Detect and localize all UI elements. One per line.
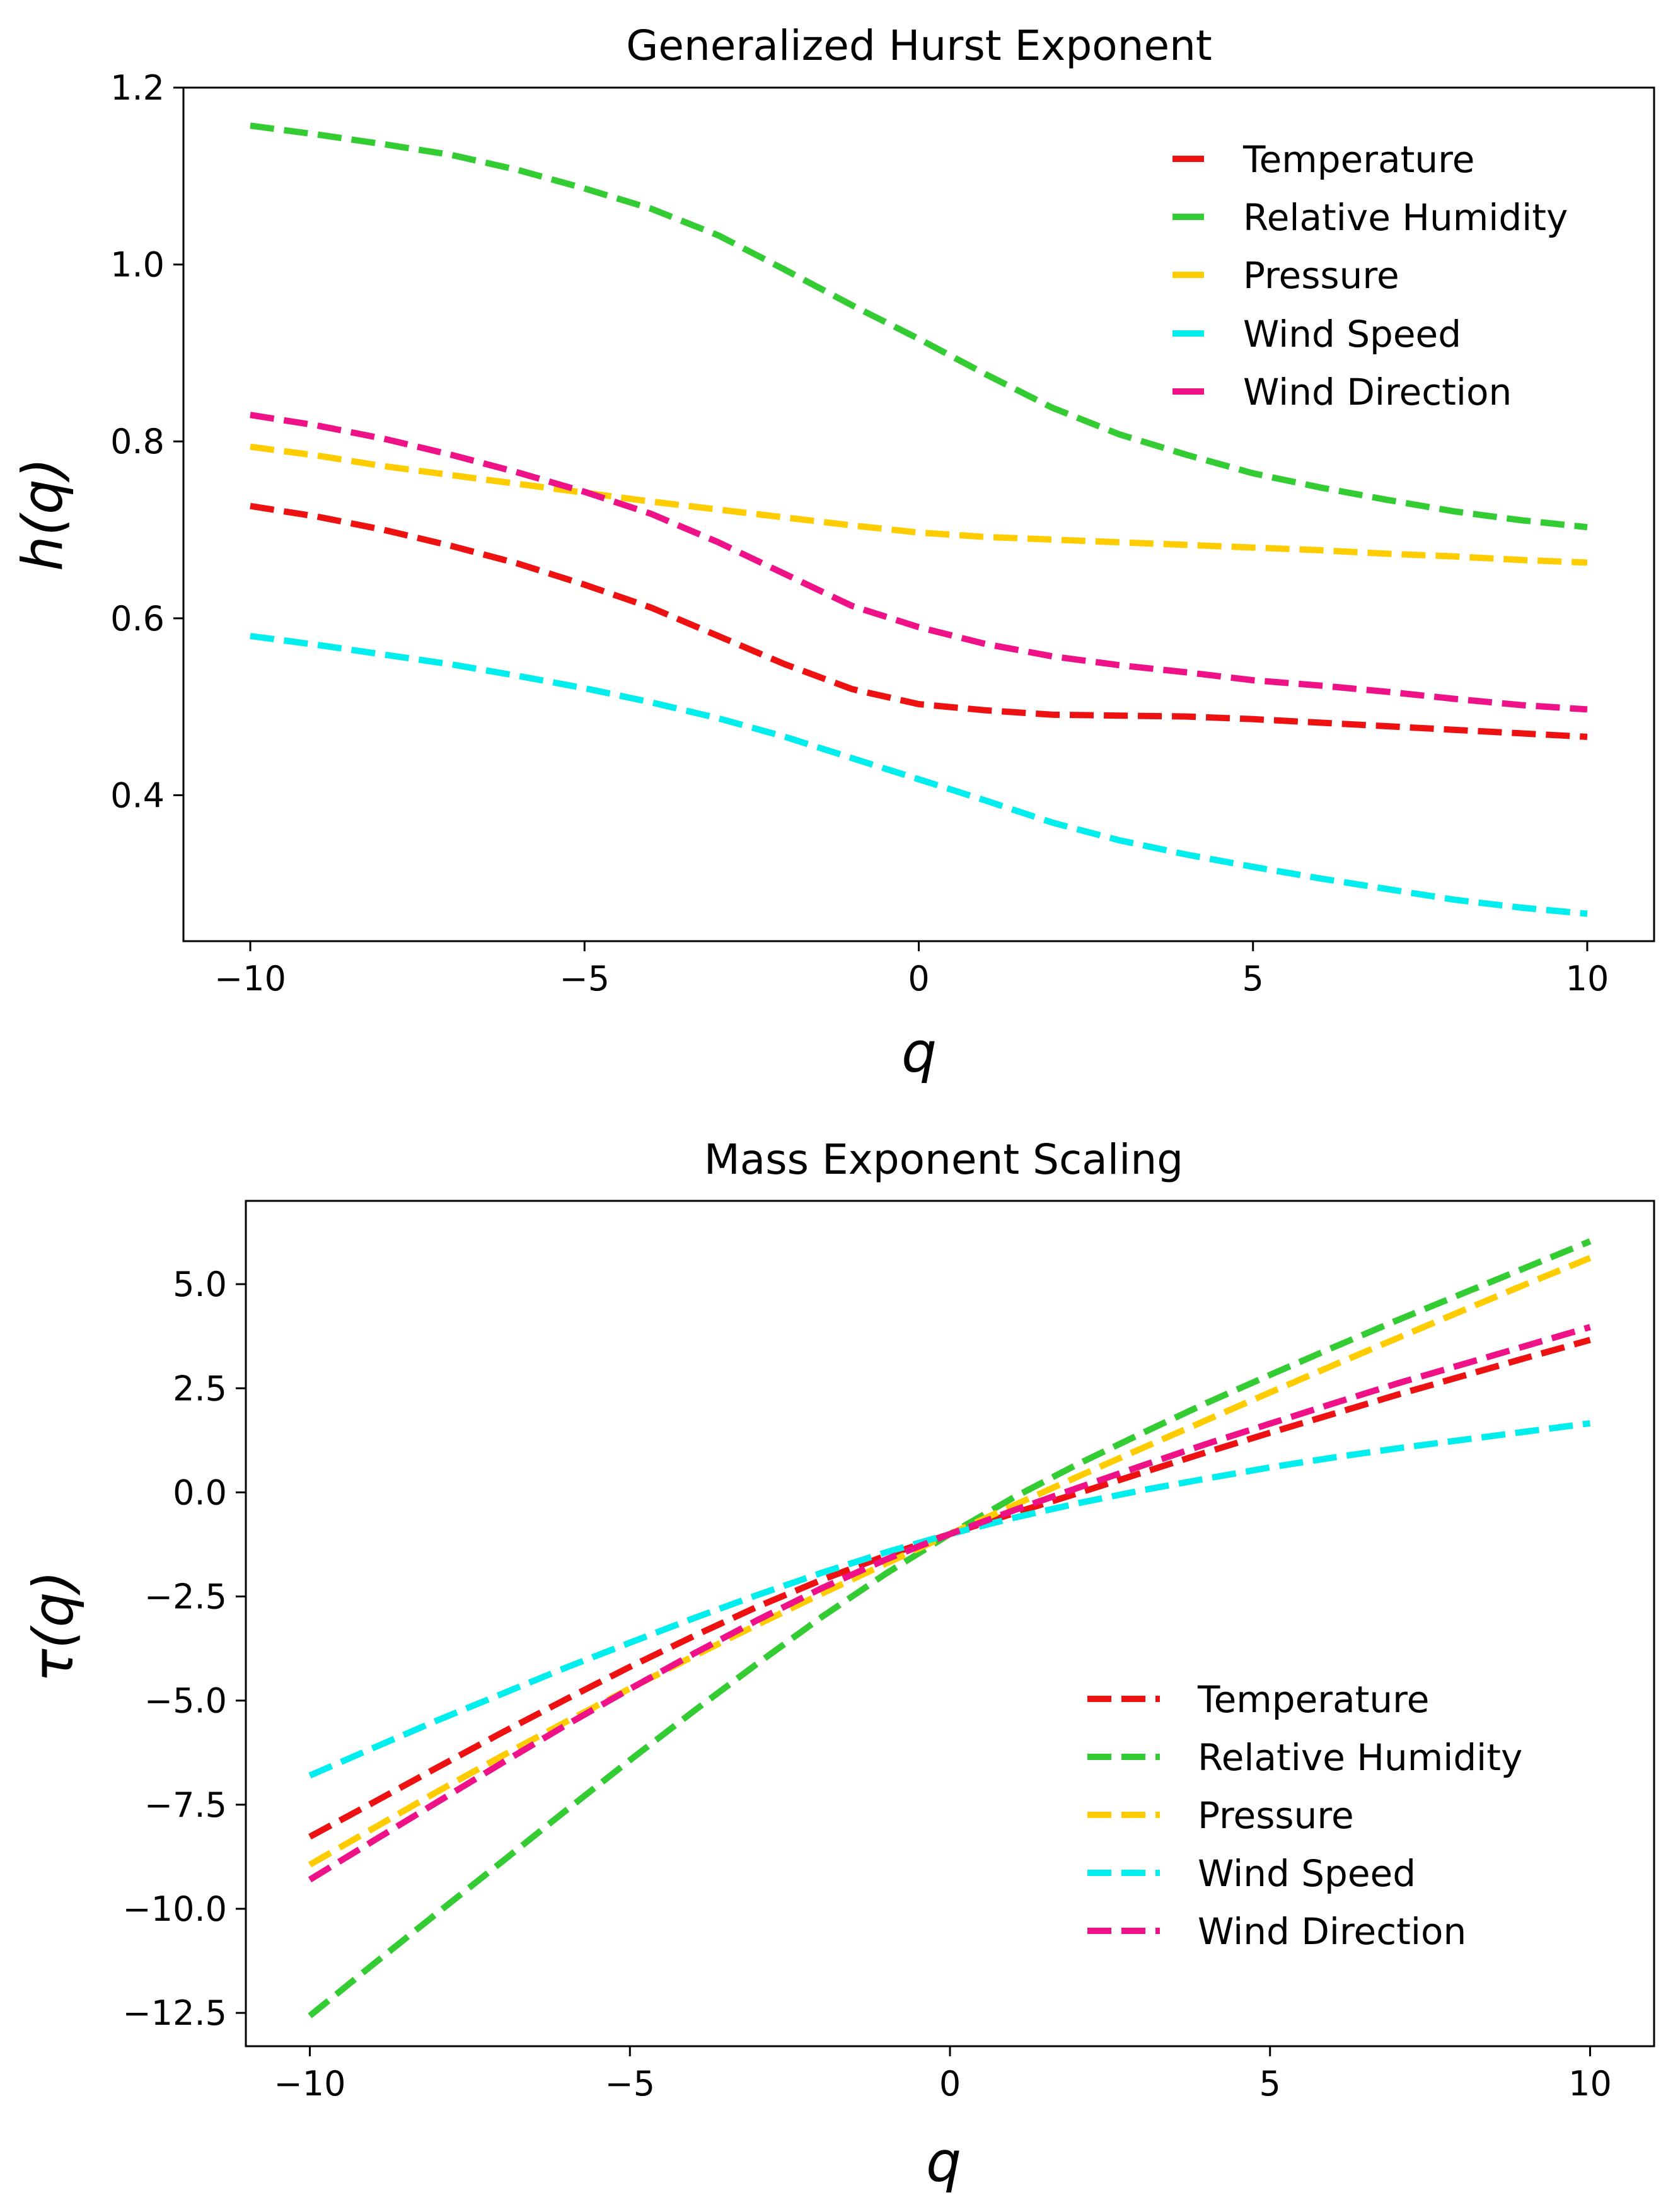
chart1-line-wind-direction	[250, 412, 1588, 713]
chart1-y-tick-label: 1.2	[110, 68, 165, 108]
chart2-y-tick-label: −10.0	[123, 1889, 227, 1929]
chart2-series-lines	[308, 1238, 1592, 2018]
legend1-label-temperature: Temperature	[1242, 138, 1474, 181]
chart2-line-wind-direction	[308, 1324, 1591, 1883]
chart1-y-axis: 0.4 0.6 0.8 1.0 1.2	[110, 68, 183, 815]
legend2-label-temperature: Temperature	[1197, 1678, 1429, 1721]
chart1-legend: Temperature Relative Humidity Pressure W…	[1172, 138, 1568, 414]
chart1-line-temperature	[250, 502, 1588, 740]
chart1-y-tick-label: 0.4	[110, 775, 165, 815]
chart2-y-tick-label: −7.5	[144, 1785, 227, 1825]
chart-hurst-exponent: Generalized Hurst Exponent −10 −5 0 5 10 0.4…	[10, 21, 1655, 1085]
chart2-y-tick-label: −5.0	[144, 1681, 227, 1721]
legend1-label-wind-direction: Wind Direction	[1243, 371, 1512, 414]
chart1-y-axis-label: h(q)	[10, 458, 75, 571]
chart2-x-axis-label: q	[926, 2129, 961, 2194]
chart2-x-tick-label: 5	[1259, 2064, 1281, 2104]
chart2-line-temperature	[308, 1336, 1591, 1840]
legend2-label-wind-speed: Wind Speed	[1198, 1852, 1416, 1895]
chart2-y-tick-label: −12.5	[123, 1993, 227, 2033]
chart1-x-tick-label: 10	[1566, 959, 1609, 999]
chart1-line-relative-humidity	[250, 122, 1588, 531]
chart-mass-exponent: Mass Exponent Scaling −10 −5 0 5 10 −12.5 −10…	[21, 1135, 1655, 2194]
legend1-label-pressure: Pressure	[1243, 254, 1399, 297]
chart2-x-tick-label: 10	[1568, 2064, 1612, 2104]
chart2-title: Mass Exponent Scaling	[704, 1135, 1183, 1184]
chart2-x-tick-label: 0	[939, 2064, 961, 2104]
chart2-x-tick-label: −5	[605, 2064, 655, 2104]
legend2-label-relative-humidity: Relative Humidity	[1198, 1736, 1522, 1779]
chart2-y-tick-label: −2.5	[144, 1577, 227, 1617]
legend2-label-wind-direction: Wind Direction	[1198, 1910, 1466, 1953]
chart1-x-tick-label: 5	[1242, 959, 1264, 999]
chart1-y-tick-label: 1.0	[110, 245, 165, 285]
chart1-x-axis: −10 −5 0 5 10	[214, 941, 1609, 999]
chart2-y-tick-label: 5.0	[173, 1265, 227, 1304]
chart1-x-tick-label: 0	[908, 959, 929, 999]
chart2-y-axis: −12.5 −10.0 −7.5 −5.0 −2.5 0.0 2.5 5.0	[123, 1265, 246, 2033]
chart1-line-pressure	[250, 443, 1588, 566]
legend2-label-pressure: Pressure	[1198, 1794, 1354, 1837]
chart1-y-tick-label: 0.6	[110, 599, 165, 639]
legend1-label-wind-speed: Wind Speed	[1243, 313, 1461, 356]
chart1-x-axis-label: q	[901, 1020, 937, 1085]
chart2-y-axis-label: τ(q)	[21, 1570, 86, 1682]
chart2-legend: Temperature Relative Humidity Pressure W…	[1087, 1678, 1522, 1953]
chart2-x-tick-label: −10	[274, 2064, 346, 2104]
chart2-y-tick-label: 0.0	[173, 1473, 227, 1512]
chart1-y-tick-label: 0.8	[110, 422, 165, 461]
chart2-y-tick-label: 2.5	[173, 1369, 227, 1408]
chart2-x-axis: −10 −5 0 5 10	[274, 2046, 1612, 2104]
chart1-title: Generalized Hurst Exponent	[626, 21, 1212, 70]
legend1-label-relative-humidity: Relative Humidity	[1243, 196, 1568, 239]
chart1-line-wind-speed	[250, 632, 1588, 917]
chart1-x-tick-label: −10	[214, 959, 286, 999]
chart1-x-tick-label: −5	[559, 959, 610, 999]
chart1-series-lines	[250, 122, 1588, 917]
